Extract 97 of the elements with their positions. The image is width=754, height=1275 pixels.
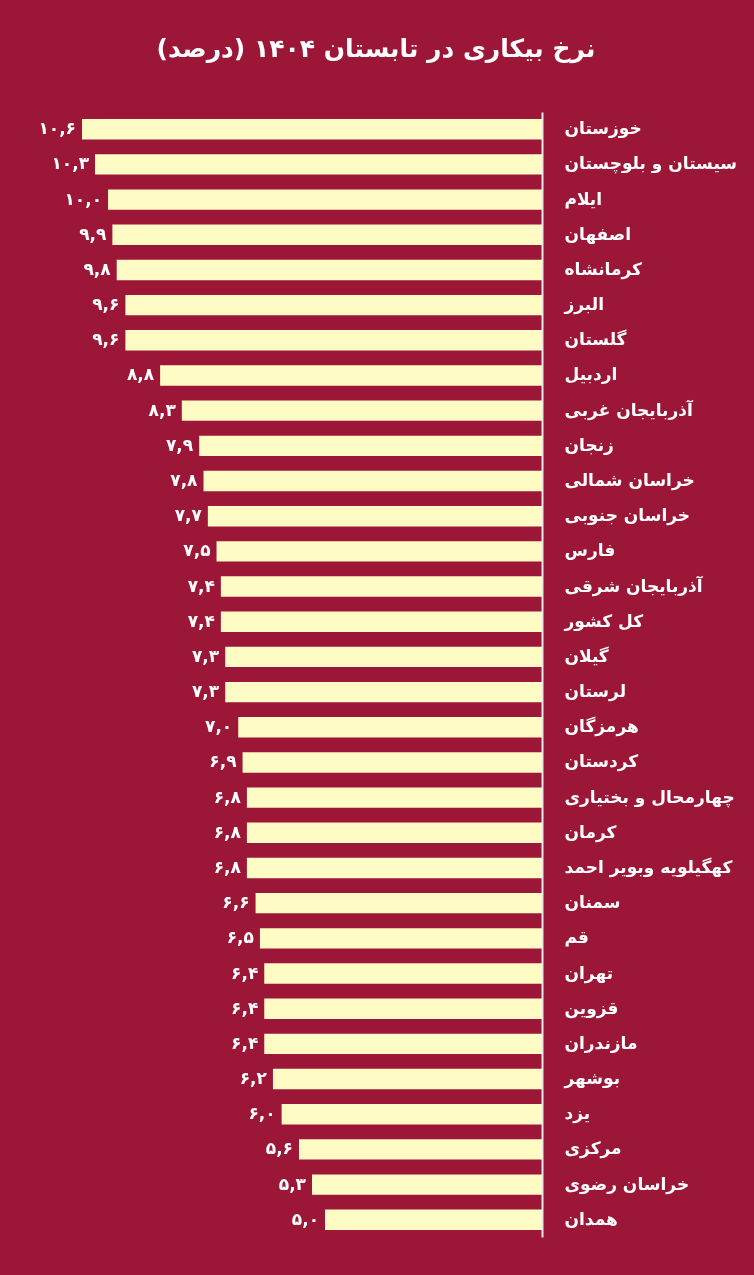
y-tick-label: ایلام [564, 188, 603, 209]
y-tick-label: کهگیلویه وبویر احمد [564, 856, 733, 878]
y-tick-label: خراسان شمالی [564, 470, 695, 492]
data-label: ۹,۶ [92, 294, 120, 315]
y-tick-label: لرستان [564, 681, 627, 703]
y-tick-label: خوزستان [564, 118, 642, 140]
chart-title: نرخ بیکاری در تابستان ۱۴۰۴ (درصد) [156, 34, 596, 64]
data-label: ۹,۶ [92, 329, 120, 350]
bar [125, 330, 542, 351]
y-tick-label: سمنان [564, 892, 621, 913]
y-tick-label: مرکزی [564, 1138, 622, 1160]
data-label: ۷,۷ [174, 505, 203, 526]
y-tick-label: البرز [563, 294, 605, 316]
y-tick-label: آذربایجان غربی [564, 398, 694, 421]
data-label: ۵,۰ [291, 1208, 320, 1229]
data-label: ۶,۸ [213, 786, 242, 807]
data-label: ۹,۸ [83, 258, 112, 279]
y-tick-label: همدان [564, 1208, 618, 1229]
bar [216, 541, 542, 562]
y-tick-label: بوشهر [563, 1068, 621, 1090]
data-label: ۷,۴ [187, 610, 215, 631]
data-label: ۶,۴ [231, 997, 259, 1018]
bar [264, 963, 542, 984]
y-tick-label: زنجان [564, 434, 614, 455]
bar [220, 576, 542, 597]
data-label: ۶,۰ [248, 1103, 276, 1124]
data-label: ۷,۴ [187, 575, 215, 596]
data-label: ۶,۸ [213, 821, 242, 842]
bar [246, 822, 542, 843]
y-tick-label: تهران [564, 962, 614, 984]
data-label: ۱۰,۶ [38, 118, 76, 139]
data-label: ۱۰,۰ [64, 188, 103, 209]
y-tick-label: سیستان و بلوچستان [564, 153, 738, 175]
y-tick-label: اردبیل [564, 364, 618, 385]
data-label: ۷,۳ [191, 681, 220, 702]
bar [116, 259, 542, 281]
bar [203, 470, 542, 492]
data-label: ۶,۹ [209, 751, 238, 772]
bar [125, 294, 542, 316]
y-tick-label: مازندران [564, 1032, 638, 1053]
data-label: ۸,۸ [126, 364, 155, 385]
bar [112, 224, 542, 245]
y-tick-label: گیلان [564, 645, 609, 666]
bar [242, 752, 542, 773]
y-tick-label: قم [564, 927, 589, 948]
bar [238, 717, 542, 738]
bar [220, 611, 542, 632]
y-tick-label: کرمان [564, 821, 617, 843]
bar [181, 400, 542, 421]
y-tick-label: یزد [564, 1103, 591, 1125]
y-tick-label: چهارمحال و بختیاری [564, 786, 735, 808]
y-tick-label: کرمانشاه [564, 258, 643, 280]
bar [207, 506, 542, 527]
bar [199, 435, 542, 457]
bar [264, 1033, 542, 1055]
bar [255, 892, 542, 914]
data-label: ۵,۶ [265, 1138, 293, 1159]
data-label: ۶,۴ [231, 962, 259, 983]
bar [82, 119, 542, 140]
bar [246, 787, 542, 808]
data-label: ۷,۸ [170, 470, 199, 491]
data-label: ۶,۵ [226, 927, 254, 948]
y-tick-label: قزوین [564, 997, 619, 1019]
y-tick-label: کردستان [564, 751, 639, 773]
data-label: ۹,۹ [79, 223, 107, 244]
bar [95, 154, 542, 175]
bar [312, 1174, 542, 1195]
data-label: ۶,۴ [231, 1032, 259, 1053]
y-tick-label: گلستان [564, 329, 627, 350]
data-label: ۵,۳ [278, 1173, 307, 1194]
y-tick-label: آذربایجان شرقی [564, 574, 704, 597]
y-tick-label: هرمزگان [564, 716, 639, 738]
data-label: ۶,۶ [222, 892, 250, 913]
bar [264, 998, 542, 1019]
bar [272, 1068, 542, 1090]
y-tick-label: خراسان رضوی [564, 1173, 690, 1195]
data-label: ۷,۰ [205, 716, 233, 737]
data-label: ۶,۸ [213, 856, 242, 877]
data-label: ۸,۳ [148, 399, 177, 420]
data-label: ۷,۵ [183, 540, 211, 561]
bar [160, 365, 542, 386]
y-tick-label: فارس [564, 540, 616, 561]
data-label: ۷,۳ [191, 645, 220, 666]
bar [259, 928, 542, 949]
bar [225, 646, 542, 668]
bar [225, 681, 542, 703]
bar [246, 857, 542, 879]
y-tick-label: اصفهان [564, 223, 632, 245]
bar [325, 1209, 542, 1230]
data-label: ۶,۲ [239, 1068, 268, 1089]
bar [281, 1104, 542, 1125]
y-tick-label: خراسان جنوبی [564, 505, 691, 527]
y-tick-label: کل کشور [563, 610, 644, 632]
bar [298, 1139, 542, 1160]
data-label: ۱۰,۳ [51, 153, 90, 174]
bar [108, 189, 542, 210]
data-label: ۷,۹ [165, 434, 194, 455]
